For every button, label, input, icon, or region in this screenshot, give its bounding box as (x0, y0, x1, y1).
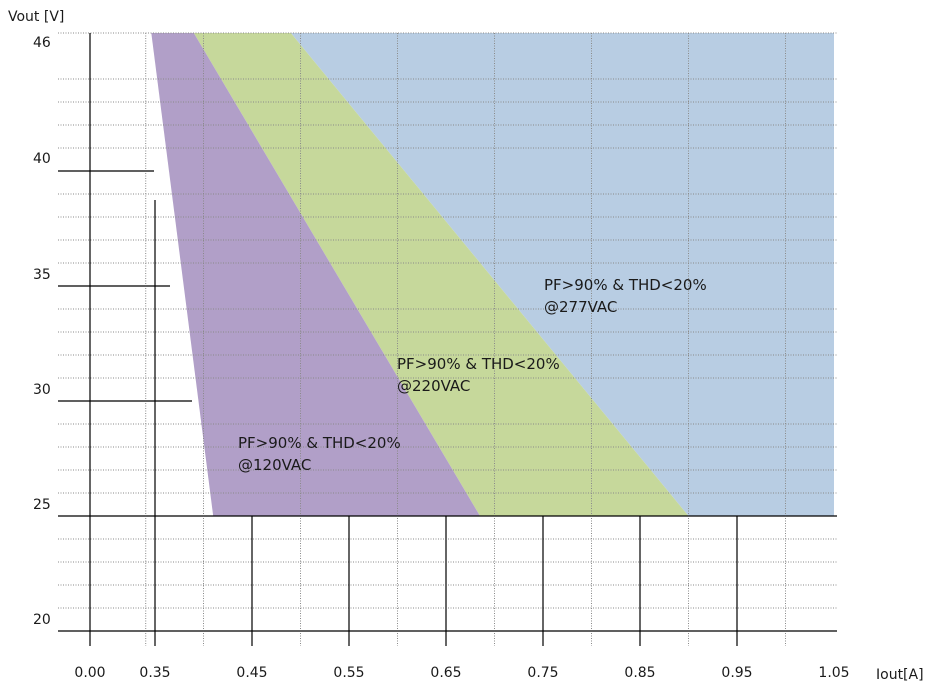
region-label-line2: @220VAC (397, 377, 470, 395)
minor-grid (58, 32, 837, 646)
operating-region (193, 33, 689, 516)
y-tick-label: 40 (33, 151, 51, 167)
x-tick-label: 0.45 (236, 665, 267, 681)
y-tick-label: 30 (33, 382, 51, 398)
x-tick-label: 0.95 (721, 665, 752, 681)
region-label-line1: PF>90% & THD<20% (544, 276, 707, 294)
y-tick-label: 20 (33, 612, 51, 628)
major-grid (58, 33, 837, 646)
x-tick-label: 0.75 (527, 665, 558, 681)
region-label-line1: PF>90% & THD<20% (397, 355, 560, 373)
region-label-line2: @120VAC (238, 456, 311, 474)
y-axis-title: Vout [V] (8, 9, 64, 25)
region-label-line1: PF>90% & THD<20% (238, 434, 401, 452)
operating-region (151, 33, 481, 516)
region-label-line2: @277VAC (544, 298, 617, 316)
y-tick-label: 35 (33, 267, 51, 283)
x-tick-label: 0.65 (430, 665, 461, 681)
y-tick-label: 46 (33, 35, 51, 51)
operating-region (290, 33, 834, 516)
x-tick-label: 1.05 (818, 665, 849, 681)
x-tick-label: 0.35 (139, 665, 170, 681)
region-labels: PF>90% & THD<20% @277VAC PF>90% & THD<20% @… (238, 276, 707, 474)
x-tick-label: 0.55 (333, 665, 364, 681)
y-tick-label: 25 (33, 497, 51, 513)
x-tick-label: 0.85 (624, 665, 655, 681)
x-axis-title: Iout[A] (876, 667, 924, 683)
operating-regions (151, 33, 834, 516)
x-tick-label: 0.00 (74, 665, 105, 681)
